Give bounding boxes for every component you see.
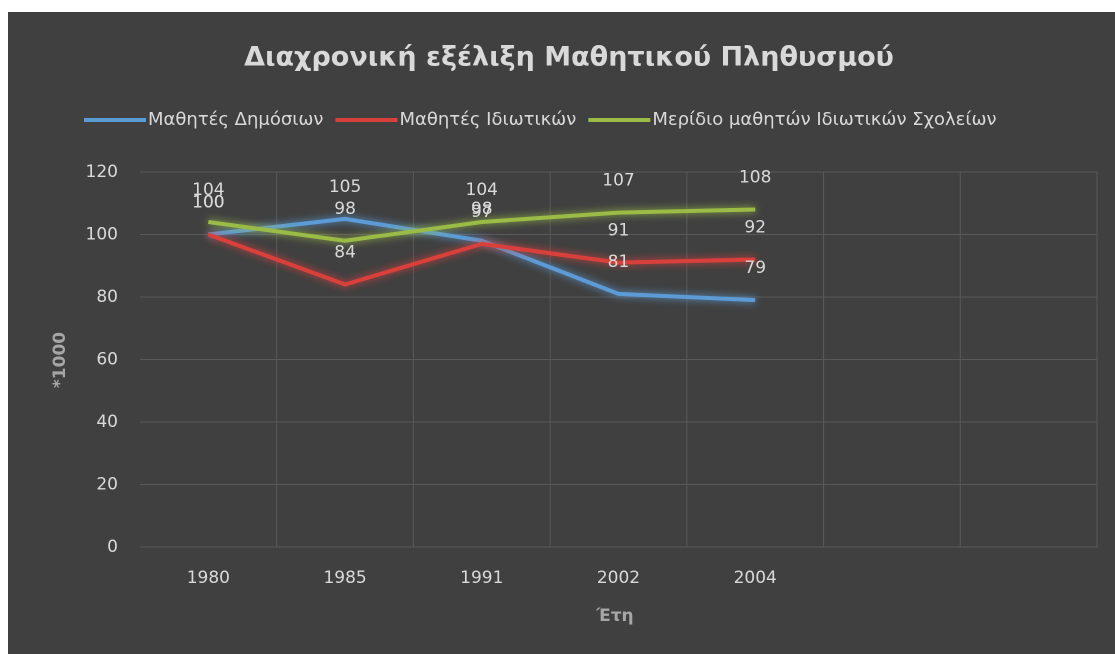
data-label: 84 <box>334 243 356 263</box>
y-axis-title: *1000 <box>50 332 70 388</box>
data-label: 104 <box>466 180 498 200</box>
data-label: 98 <box>471 199 493 219</box>
y-tick-label: 0 <box>107 537 118 557</box>
chart-title: Διαχρονική εξέλιξη Μαθητικού Πληθυσμού <box>244 42 894 73</box>
x-tick-label: 1991 <box>460 568 503 588</box>
data-label: 98 <box>334 199 356 219</box>
legend-label: Μαθητές Δημόσιων <box>148 109 323 130</box>
legend-label: Μερίδιο μαθητών Ιδιωτικών Σχολείων <box>652 109 996 130</box>
data-label: 81 <box>608 252 630 272</box>
data-label: 100 <box>192 193 224 213</box>
x-tick-label: 2002 <box>597 568 640 588</box>
legend: Μαθητές Δημόσιων Μαθητές Ιδιωτικών Μερίδιο… <box>84 109 997 130</box>
line-series <box>208 216 756 303</box>
y-tick-label: 80 <box>96 287 118 307</box>
x-tick-label: 1985 <box>323 568 366 588</box>
y-tick-label: 20 <box>96 475 118 495</box>
data-label: 108 <box>739 168 771 188</box>
data-label: 100 <box>192 193 224 213</box>
data-label: 107 <box>602 171 634 191</box>
x-axis-title: Έτη <box>595 606 633 626</box>
x-tick-label: 2004 <box>734 568 777 588</box>
legend-label: Μαθητές Ιδιωτικών <box>399 109 576 130</box>
data-label: 97 <box>471 202 493 222</box>
y-tick-label: 40 <box>96 412 118 432</box>
data-label: 92 <box>744 218 766 238</box>
data-label: 105 <box>329 177 361 197</box>
line-series <box>208 207 756 243</box>
y-tick-label: 100 <box>86 225 118 245</box>
data-label: 91 <box>608 221 630 241</box>
line-series <box>207 232 756 287</box>
y-tick-label: 120 <box>86 162 118 182</box>
data-label: 79 <box>744 258 766 278</box>
x-tick-label: 1980 <box>187 568 230 588</box>
y-tick-label: 60 <box>96 350 118 370</box>
data-label: 104 <box>192 180 224 200</box>
